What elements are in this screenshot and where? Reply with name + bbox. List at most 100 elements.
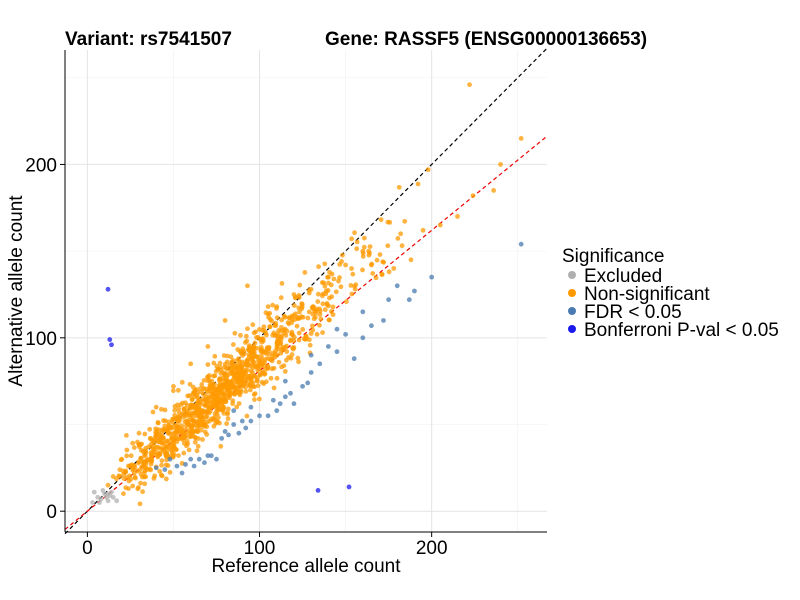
point-fdr [351,356,357,362]
point-fdr [222,429,228,434]
point-non-significant [230,398,236,404]
point-non-significant [206,385,212,391]
point-non-significant [153,404,159,410]
point-non-significant [320,330,325,335]
point-non-significant [212,353,218,359]
point-non-significant [296,330,302,336]
point-non-significant [259,379,265,385]
point-fdr [270,397,276,403]
point-non-significant [189,397,195,403]
point-non-significant [241,372,247,377]
point-non-significant [143,474,149,480]
point-fdr [236,430,242,436]
point-non-significant [204,414,210,420]
point-non-significant [318,316,324,322]
point-non-significant [297,315,303,321]
point-non-significant [337,275,342,280]
point-non-significant [374,257,380,263]
point-non-significant [140,489,146,495]
point-non-significant [176,453,181,458]
point-fdr [518,241,524,247]
point-non-significant [204,432,210,437]
point-fdr [243,425,249,431]
point-non-significant [385,243,391,249]
point-non-significant [153,434,158,440]
point-non-significant [287,315,293,321]
point-non-significant [254,378,260,384]
point-non-significant [253,364,259,370]
point-non-significant [247,387,253,393]
point-non-significant [325,274,331,280]
point-non-significant [212,386,218,392]
point-non-significant [224,366,229,371]
point-non-significant [170,388,176,394]
point-non-significant [278,295,284,301]
point-non-significant [159,406,164,412]
point-non-significant [176,424,182,430]
point-non-significant [252,340,258,346]
point-non-significant [159,431,164,436]
point-non-significant [297,282,303,288]
point-non-significant [214,419,220,424]
point-non-significant [128,453,134,459]
point-non-significant [270,332,276,338]
point-excluded [105,498,111,504]
point-fdr [394,283,400,289]
point-non-significant [251,384,256,390]
legend-label: FDR < 0.05 [584,302,682,323]
point-non-significant [349,266,354,271]
point-non-significant [200,437,205,442]
point-non-significant [142,431,148,437]
point-non-significant [155,454,161,460]
point-non-significant [126,463,131,469]
point-non-significant [314,331,320,337]
point-non-significant [182,431,188,437]
point-non-significant [148,467,154,473]
point-non-significant [246,343,252,349]
point-non-significant [353,282,359,288]
point-fdr [226,432,231,438]
point-non-significant [220,395,226,401]
point-non-significant [326,303,331,309]
point-non-significant [176,409,182,415]
point-non-significant [340,252,345,258]
point-non-significant [186,428,192,434]
point-non-significant [253,329,258,335]
point-non-significant [315,291,321,297]
point-non-significant [245,347,251,353]
point-non-significant [136,430,142,436]
point-non-significant [245,380,251,386]
point-non-significant [152,444,158,450]
x-axis-label: Reference allele count [211,556,401,577]
point-fdr [174,463,180,469]
point-fdr [208,453,214,459]
point-fdr [308,352,314,358]
point-non-significant [166,419,172,425]
point-non-significant [148,456,153,461]
point-non-significant [282,369,288,374]
point-non-significant [218,370,224,376]
point-fdr [231,408,237,414]
point-non-significant [329,294,335,300]
point-non-significant [121,471,127,477]
legend-label: Excluded [584,266,662,287]
point-non-significant [221,410,227,416]
point-fdr [406,297,412,303]
point-non-significant [150,409,156,415]
point-non-significant [265,365,271,371]
point-non-significant [175,387,181,393]
point-non-significant [284,343,289,349]
point-non-significant [291,345,297,350]
point-non-significant [291,292,297,297]
chart-title-variant: Variant: rs7541507 [65,29,232,50]
point-non-significant [184,418,190,424]
point-non-significant [225,416,231,422]
point-non-significant [195,443,201,449]
point-non-significant [333,289,339,295]
point-fdr [167,456,173,462]
point-non-significant [303,334,309,339]
point-non-significant [164,427,170,433]
point-non-significant [289,331,295,337]
point-non-significant [160,441,166,446]
